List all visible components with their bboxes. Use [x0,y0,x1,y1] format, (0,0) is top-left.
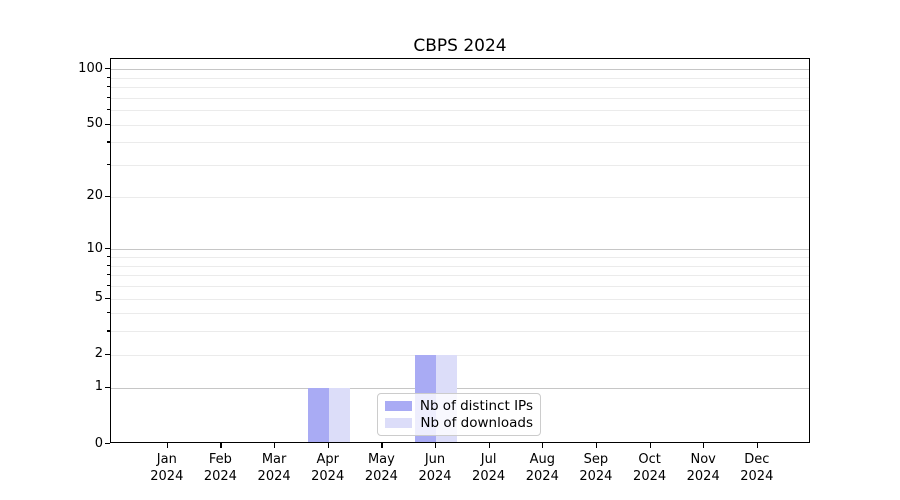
y-minor-tick-mark [107,96,110,98]
x-tick-mark [649,443,651,448]
gridline-minor [111,124,809,126]
x-tick-year: 2024 [203,469,237,484]
x-tick-mark [542,443,544,448]
gridline-minor [111,298,809,300]
y-tick-mark [105,297,110,299]
x-tick-label: Dec 2024 [725,451,789,485]
gridline-minor [111,196,809,198]
gridline-minor [111,265,809,267]
legend-swatch-downloads [385,418,412,428]
gridline-minor [111,110,809,112]
y-tick-mark [105,353,110,355]
x-tick-label: Feb 2024 [188,451,252,485]
y-minor-tick-mark [107,274,110,276]
y-tick-label: 1 [94,379,103,395]
legend-label-distinct-ips: Nb of distinct IPs [419,398,533,414]
x-tick-mark [756,443,758,448]
x-tick-year: 2024 [150,469,184,484]
y-minor-tick-mark [107,86,110,88]
x-tick-label: Jan 2024 [135,451,199,485]
x-tick-mark [435,443,437,448]
x-tick-label: Sep 2024 [564,451,628,485]
y-tick-label: 2 [94,346,103,362]
x-tick-year: 2024 [633,469,667,484]
y-tick-mark [105,248,110,250]
x-tick-mark [166,443,168,448]
chart-title: CBPS 2024 [413,36,507,56]
y-tick-label: 5 [94,290,103,305]
x-tick-label: Nov 2024 [671,451,735,485]
gridline-minor [111,97,809,99]
y-tick-mark [105,68,110,70]
y-tick-label: 20 [86,188,103,204]
x-tick-label: Apr 2024 [296,451,360,485]
gridline-minor [111,286,809,287]
gridline-major [111,249,809,251]
gridline-minor [111,275,809,277]
x-tick-year: 2024 [525,469,559,484]
x-tick-year: 2024 [472,469,506,484]
x-tick-year: 2024 [686,469,720,484]
x-tick-mark [488,443,490,448]
x-tick-mark [595,443,598,448]
y-tick-mark [105,443,110,445]
x-tick-label: Aug 2024 [510,451,574,485]
y-tick-mark [105,195,110,197]
gridline-major [111,69,809,71]
legend-swatch-distinct-ips [385,401,412,411]
y-minor-tick-mark [107,285,110,287]
gridline-minor [111,313,809,315]
y-minor-tick-mark [107,141,110,143]
gridline-minor [111,165,809,167]
y-tick-label: 100 [78,60,103,76]
gridline-major [111,387,809,389]
x-tick-year: 2024 [311,469,345,484]
y-tick-label: 10 [86,240,103,256]
legend-item-distinct-ips: Nb of distinct IPs [385,398,533,414]
x-tick-year: 2024 [257,469,291,484]
x-tick-year: 2024 [418,469,452,484]
gridline-minor [111,331,809,333]
y-minor-tick-mark [107,264,110,266]
x-tick-mark [381,443,383,448]
x-tick-label: Jul 2024 [457,451,521,485]
x-tick-label: Mar 2024 [242,451,306,485]
y-minor-tick-mark [107,76,110,78]
x-tick-mark [703,443,705,448]
x-tick-label: May 2024 [349,451,413,485]
x-tick-mark [220,443,222,448]
bar-nb-of-distinct-ips-apr [307,387,329,443]
gridline-minor [111,354,809,356]
x-tick-year: 2024 [740,469,774,484]
y-tick-label: 0 [94,435,103,451]
gridline-minor [111,257,809,258]
y-tick-mark [105,123,110,125]
y-minor-tick-mark [107,330,110,332]
y-minor-tick-mark [107,312,110,314]
gridline-minor [111,77,809,79]
x-tick-label: Oct 2024 [618,451,682,485]
legend-label-downloads: Nb of downloads [420,415,533,431]
plot-area [110,58,810,443]
bar-nb-of-downloads-apr [328,387,350,443]
y-tick-mark [105,386,110,388]
y-tick-label: 50 [86,116,103,132]
y-minor-tick-mark [107,164,110,166]
legend: Nb of distinct IPs Nb of downloads [377,393,541,436]
gridline-minor [111,142,809,144]
y-minor-tick-mark [107,109,110,111]
gridline-minor [111,87,809,89]
x-tick-label: Jun 2024 [403,451,467,485]
y-minor-tick-mark [107,256,110,258]
x-tick-mark [274,443,276,448]
x-tick-year: 2024 [364,469,398,484]
x-tick-mark [327,443,329,448]
legend-item-downloads: Nb of downloads [385,415,533,431]
x-tick-year: 2024 [579,469,613,484]
